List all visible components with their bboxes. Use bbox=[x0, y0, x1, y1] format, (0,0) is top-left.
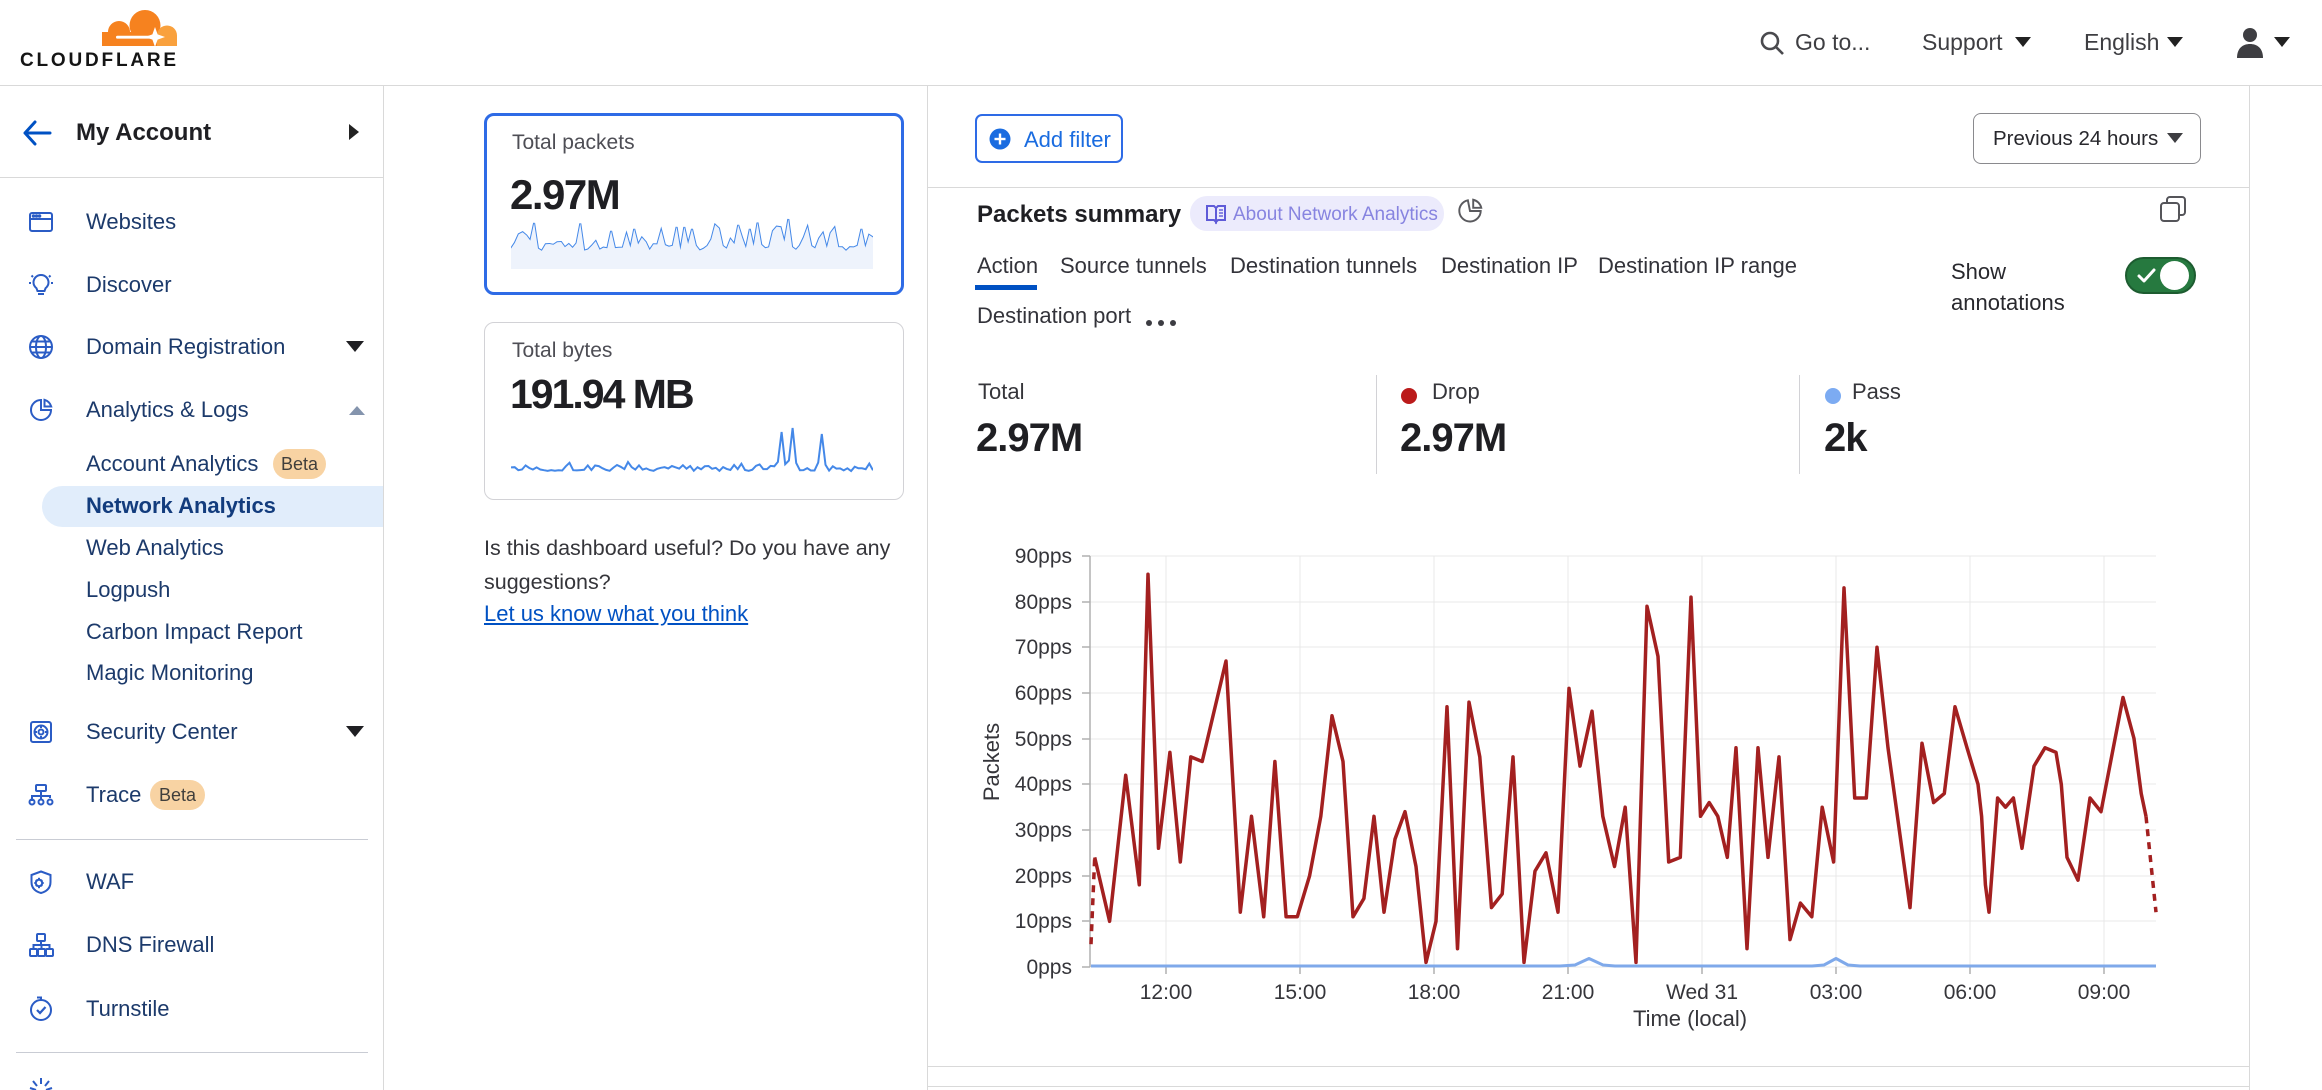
svg-text:30pps: 30pps bbox=[1015, 819, 1072, 842]
svg-text:Packets: Packets bbox=[979, 723, 1004, 801]
svg-text:90pps: 90pps bbox=[1015, 545, 1072, 568]
svg-text:Time (local): Time (local) bbox=[1633, 1006, 1747, 1031]
svg-text:Wed 31: Wed 31 bbox=[1666, 981, 1738, 1004]
svg-text:CLOUDFLARE: CLOUDFLARE bbox=[20, 50, 179, 71]
svg-text:03:00: 03:00 bbox=[1810, 981, 1863, 1004]
svg-text:80pps: 80pps bbox=[1015, 591, 1072, 614]
svg-text:60pps: 60pps bbox=[1015, 682, 1072, 705]
svg-text:09:00: 09:00 bbox=[2078, 981, 2131, 1004]
svg-text:40pps: 40pps bbox=[1015, 773, 1072, 796]
svg-text:50pps: 50pps bbox=[1015, 728, 1072, 751]
svg-text:06:00: 06:00 bbox=[1944, 981, 1997, 1004]
svg-text:70pps: 70pps bbox=[1015, 636, 1072, 659]
svg-text:15:00: 15:00 bbox=[1274, 981, 1327, 1004]
svg-text:12:00: 12:00 bbox=[1140, 981, 1193, 1004]
svg-text:18:00: 18:00 bbox=[1408, 981, 1461, 1004]
svg-text:21:00: 21:00 bbox=[1542, 981, 1595, 1004]
svg-text:20pps: 20pps bbox=[1015, 865, 1072, 888]
svg-text:0pps: 0pps bbox=[1026, 956, 1072, 979]
svg-text:10pps: 10pps bbox=[1015, 910, 1072, 933]
